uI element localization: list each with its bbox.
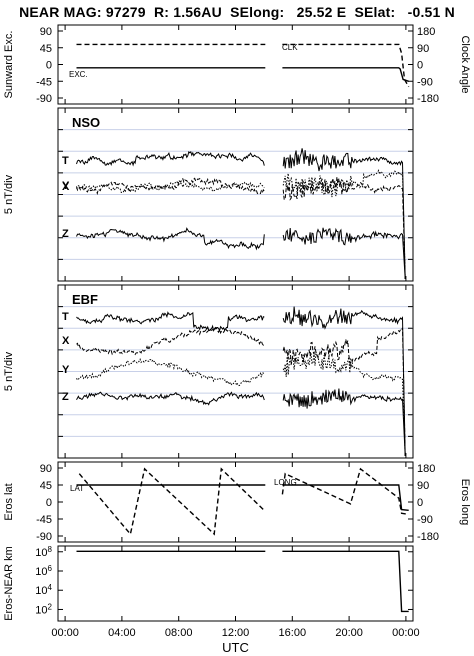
trace-line-nso-z: [76, 227, 406, 280]
y-tick-label-right-eros: 90: [417, 480, 429, 492]
y-axis-label-distance: Eros-NEAR km: [3, 546, 15, 621]
tick-base: 10: [35, 604, 47, 616]
trace-line-ebf-y: [76, 351, 406, 457]
trace-line-ebf-z: [76, 388, 406, 457]
y-axis-label-eros: Eros lat: [3, 483, 15, 520]
y-tick-label-right-angles: 0: [417, 60, 423, 72]
panel-frame-angles: [57, 24, 414, 105]
y-tick-label-distance: 102: [35, 602, 52, 616]
trace-line-nso-y: [76, 169, 406, 280]
trace-label-ebf-z: Z: [62, 391, 69, 403]
annotation-lat: LAT: [70, 484, 84, 493]
page-title: NEAR MAG: 97279 R: 1.56AU SElong: 25.52 …: [19, 4, 455, 20]
x-tick-label: 00:00: [51, 627, 79, 639]
x-tick-label: 00:00: [392, 627, 420, 639]
trace-label-ebf-x: X: [62, 335, 70, 347]
trace-label-ebf-t: T: [62, 311, 69, 323]
panel-frame-distance: [57, 545, 414, 622]
trace-label-nso-z: Z: [62, 228, 69, 240]
y-tick-label-distance: 104: [35, 583, 52, 597]
y-tick-label-right-eros: 0: [417, 497, 423, 509]
trace-line-nso-x: [76, 177, 406, 280]
y-tick-label-right-angles: 180: [417, 26, 435, 38]
y-tick-label-eros: 90: [40, 463, 52, 475]
tick-base: 10: [35, 566, 47, 578]
series-line-angles-exc: [76, 67, 409, 82]
y-tick-label-angles: -45: [36, 76, 52, 88]
y-axis-label-angles: Sunward Exc.: [3, 31, 15, 99]
panel-label-ebf: EBF: [72, 292, 98, 307]
panel-label-nso: NSO: [72, 115, 100, 130]
series-line-eros-lat: [76, 484, 409, 511]
x-axis-label: UTC: [222, 640, 249, 655]
y-tick-label-distance: 108: [35, 545, 52, 559]
y-tick-label-right-angles: -180: [417, 93, 439, 105]
trace-label-nso-t: T: [62, 155, 69, 167]
y-tick-label-eros: -45: [36, 514, 52, 526]
y-axis-label-right-eros: Eros long: [459, 479, 471, 525]
trace-label-nso-x: X: [62, 181, 70, 193]
y-axis-label-nso: 5 nT/div: [3, 174, 15, 214]
tick-exponent: 8: [48, 545, 53, 554]
annotation-exc: EXC.: [69, 70, 88, 79]
annotation-long: LONG: [274, 478, 297, 487]
trace-label-ebf-y: Y: [62, 364, 70, 376]
y-tick-label-right-angles: -90: [417, 76, 433, 88]
x-tick-label: 16:00: [279, 627, 307, 639]
x-tick-label: 04:00: [108, 627, 136, 639]
y-axis-label-ebf: 5 nT/div: [3, 351, 15, 391]
y-tick-label-angles: -90: [36, 93, 52, 105]
tick-exponent: 6: [48, 564, 53, 573]
y-tick-label-right-eros: -90: [417, 514, 433, 526]
y-tick-label-angles: 90: [40, 26, 52, 38]
tick-base: 10: [35, 547, 47, 559]
tick-base: 10: [35, 585, 47, 597]
x-tick-label: 08:00: [165, 627, 193, 639]
trace-line-ebf-x: [76, 326, 406, 457]
tick-exponent: 2: [48, 602, 53, 611]
y-tick-label-distance: 106: [35, 564, 52, 578]
series-line-distance-distance: [76, 550, 409, 613]
y-tick-label-angles: 45: [40, 43, 52, 55]
y-tick-label-right-eros: -180: [417, 531, 439, 543]
annotation-clk: CLK: [282, 43, 298, 52]
trace-line-nso-t: [76, 148, 406, 280]
y-tick-label-angles: 0: [46, 60, 52, 72]
y-tick-label-eros: 0: [46, 497, 52, 509]
y-tick-label-right-angles: 90: [417, 43, 429, 55]
x-tick-label: 20:00: [335, 627, 363, 639]
series-line-eros-long: [78, 467, 409, 536]
y-axis-label-right-angles: Clock Angle: [459, 35, 471, 93]
tick-exponent: 4: [48, 583, 53, 592]
y-tick-label-right-eros: 180: [417, 463, 435, 475]
trace-line-ebf-t: [76, 306, 406, 457]
y-tick-label-eros: -90: [36, 531, 52, 543]
x-tick-label: 12:00: [222, 627, 250, 639]
series-line-angles-clk: [76, 43, 410, 88]
y-tick-label-eros: 45: [40, 480, 52, 492]
trace-label-nso-y: Y: [62, 180, 70, 192]
